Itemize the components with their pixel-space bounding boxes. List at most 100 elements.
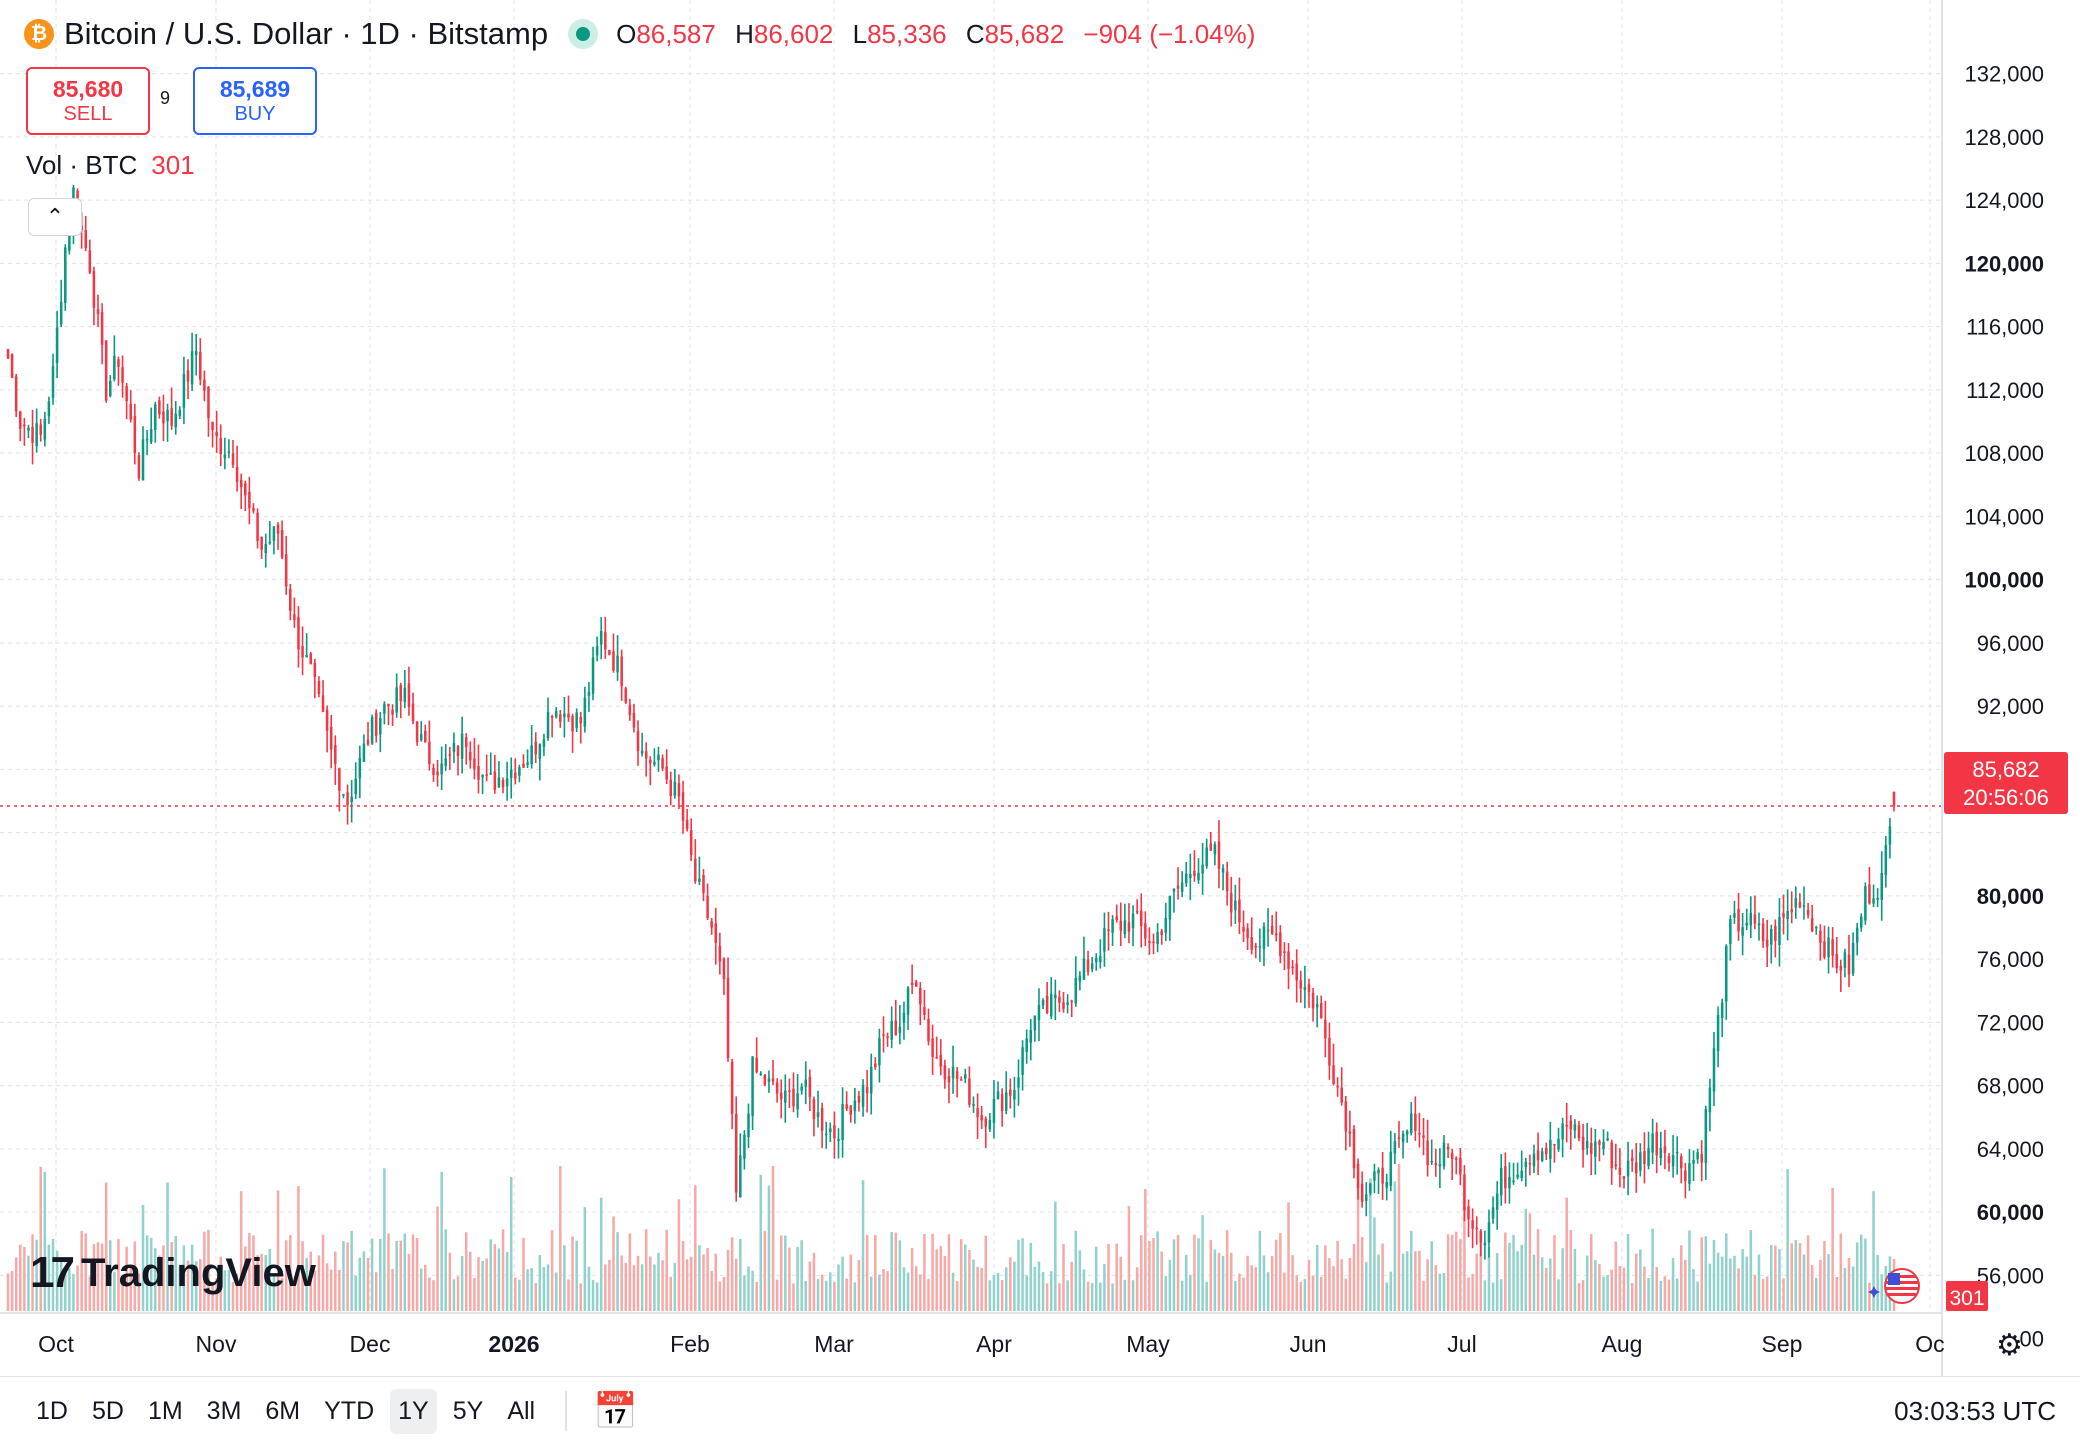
volume-bar-367 xyxy=(1508,1242,1511,1311)
range-1m[interactable]: 1M xyxy=(147,1396,183,1425)
volume-bar-335 xyxy=(1377,1254,1380,1311)
sell-button[interactable]: 85,680 SELL xyxy=(26,67,150,135)
volume-bar-427 xyxy=(1753,1274,1757,1311)
volume-bar-307 xyxy=(1262,1255,1266,1311)
utc-clock[interactable]: 03:03:53 UTC xyxy=(1894,1395,2056,1426)
volume-bar-25 xyxy=(109,1240,112,1311)
candle-188 xyxy=(775,1078,779,1103)
chevron-up-icon[interactable]: ⌃ xyxy=(28,198,82,236)
candle-336 xyxy=(1381,1152,1384,1200)
range-6m[interactable]: 6M xyxy=(265,1396,301,1425)
volume-bar-312 xyxy=(1283,1272,1286,1311)
candle-438 xyxy=(1798,893,1802,909)
candle-320 xyxy=(1315,995,1319,1028)
volume-bar-177 xyxy=(730,1237,734,1311)
candle-107 xyxy=(444,744,448,771)
volume-bar-306 xyxy=(1258,1230,1262,1311)
price-chart[interactable]: 132,000 128,000 124,000 120,000 116,000 112,0… xyxy=(0,0,2080,1376)
volume-bar-38 xyxy=(162,1245,165,1311)
volume-bar-246 xyxy=(1013,1261,1016,1311)
volume-legend[interactable]: Vol · BTC 301 xyxy=(26,150,195,180)
candle-180 xyxy=(743,1130,746,1170)
volume-bar-391 xyxy=(1606,1275,1609,1311)
volume-bar-20 xyxy=(88,1276,92,1311)
candle-6 xyxy=(31,409,34,465)
volume-bar-385 xyxy=(1581,1280,1585,1311)
candle-456 xyxy=(1872,884,1875,908)
candle-383 xyxy=(1573,1119,1577,1139)
candle-305 xyxy=(1254,942,1258,959)
candle-163 xyxy=(673,768,677,799)
candle-79 xyxy=(329,714,333,769)
candle-97 xyxy=(403,670,407,709)
time-axis[interactable]: Oct Nov Dec 2026 Feb Mar Apr May Jun Jul Aug Sep Oc xyxy=(38,1331,1945,1357)
range-5d[interactable]: 5D xyxy=(91,1396,124,1425)
volume-bar-232 xyxy=(955,1281,959,1311)
volume-bar-434 xyxy=(1782,1278,1785,1311)
candle-297 xyxy=(1221,864,1225,891)
symbol-title[interactable]: Bitcoin / U.S. Dollar · 1D · Bitstamp xyxy=(64,16,549,51)
candle-279 xyxy=(1148,927,1151,955)
volume-bar-192 xyxy=(792,1283,795,1311)
candle-351 xyxy=(1442,1135,1446,1170)
volume-bar-207 xyxy=(853,1282,857,1311)
candle-166 xyxy=(685,808,689,832)
volume-bar-374 xyxy=(1536,1229,1540,1311)
buy-button[interactable]: 85,689 BUY xyxy=(193,67,317,135)
volume-bar-376 xyxy=(1544,1267,1548,1311)
tradingview-logo[interactable]: 17 TradingView xyxy=(30,1248,316,1297)
volume-bar-93 xyxy=(387,1233,390,1311)
volume-bar-1 xyxy=(10,1271,14,1311)
candle-91 xyxy=(379,711,382,753)
volume-bar-157 xyxy=(649,1256,652,1311)
price-axis-label: 68,000 xyxy=(1977,1074,2044,1099)
volume-bar-442 xyxy=(1815,1277,1818,1311)
candle-412 xyxy=(1692,1150,1695,1181)
candle-444 xyxy=(1823,925,1826,960)
candle-306 xyxy=(1258,928,1262,962)
candle-120 xyxy=(497,761,501,788)
candle-250 xyxy=(1029,1019,1033,1061)
volume-bar-318 xyxy=(1307,1259,1311,1311)
candle-136 xyxy=(563,697,566,738)
volume-bar-265 xyxy=(1090,1283,1094,1311)
volume-bar-359 xyxy=(1475,1253,1478,1311)
volume-bar-123 xyxy=(509,1177,513,1311)
range-ytd[interactable]: YTD xyxy=(324,1396,375,1425)
volume-bar-390 xyxy=(1602,1276,1605,1311)
candle-81 xyxy=(338,767,341,812)
volume-bar-178 xyxy=(734,1258,738,1311)
volume-bar-70 xyxy=(293,1282,296,1311)
range-5y[interactable]: 5Y xyxy=(452,1396,484,1425)
volume-bar-222 xyxy=(914,1266,918,1311)
candle-182 xyxy=(751,1056,754,1131)
volume-bar-48 xyxy=(203,1231,206,1311)
volume-bar-96 xyxy=(399,1240,403,1311)
candle-224 xyxy=(923,989,926,1021)
price-axis[interactable]: 132,000 128,000 124,000 120,000 116,000 112,0… xyxy=(1964,62,2044,1352)
volume-bar-50 xyxy=(211,1282,214,1311)
volume-bar-422 xyxy=(1733,1255,1736,1311)
volume-bar-101 xyxy=(419,1268,423,1311)
range-1y[interactable]: 1Y xyxy=(390,1388,437,1434)
range-1d[interactable]: 1D xyxy=(36,1396,68,1425)
volume-bar-346 xyxy=(1422,1280,1425,1311)
us-flag-icon[interactable] xyxy=(1862,1266,1922,1306)
volume-bar-343 xyxy=(1409,1230,1413,1311)
volume-bar-363 xyxy=(1491,1282,1495,1311)
time-axis-label: Sep xyxy=(1762,1331,1803,1357)
gear-icon[interactable]: ⚙ xyxy=(1996,1329,2023,1362)
candle-210 xyxy=(865,1069,869,1113)
range-3m[interactable]: 3M xyxy=(206,1396,242,1425)
volume-bar-72 xyxy=(301,1241,304,1311)
candle-45 xyxy=(190,332,194,391)
candle-69 xyxy=(289,583,292,621)
candle-327 xyxy=(1344,1095,1348,1151)
candle-318 xyxy=(1307,978,1311,1008)
volume-bar-218 xyxy=(898,1240,902,1311)
volume-bar-15 xyxy=(68,1268,71,1311)
candle-344 xyxy=(1414,1096,1417,1141)
symbol-header[interactable]: ₿ Bitcoin / U.S. Dollar · 1D · Bitstamp … xyxy=(24,12,1255,56)
go-to-date-icon[interactable]: 📅 xyxy=(593,1390,638,1431)
range-all[interactable]: All xyxy=(507,1396,536,1425)
